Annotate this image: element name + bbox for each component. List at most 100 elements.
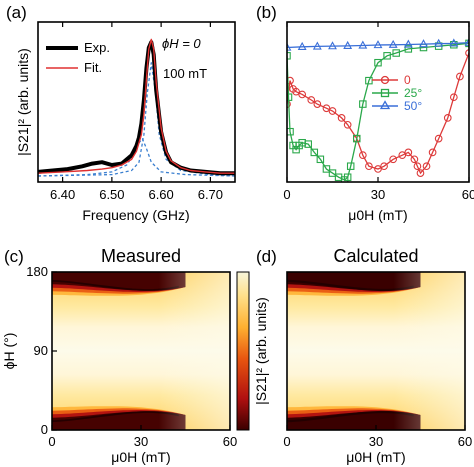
x-tick-label: 0	[283, 434, 290, 449]
x-tick-label: 30	[369, 434, 383, 449]
panel-b-xlabel: μ0H (mT)	[348, 207, 407, 223]
x-tick-label: 0	[283, 187, 290, 202]
colorbar	[236, 271, 250, 431]
series-line-square	[287, 42, 469, 181]
legend-0-marker	[380, 75, 390, 85]
panel-c-heatmap	[52, 272, 230, 430]
data-point	[328, 169, 337, 177]
data-point	[358, 40, 368, 49]
heatmap-fade	[287, 272, 465, 430]
legend-0-label: 0	[404, 73, 411, 87]
x-tick-label: 60	[462, 187, 474, 202]
series-component-2	[38, 62, 235, 177]
panel-a-phi-annotation: ϕH = 0	[162, 36, 201, 51]
data-point	[434, 134, 443, 143]
panel-c-xlabel: μ0H (mT)	[111, 449, 170, 465]
data-point	[380, 162, 388, 171]
panel-c-title: Measured	[101, 246, 181, 266]
data-point	[322, 165, 331, 173]
data-point	[422, 162, 431, 171]
x-tick-label: 60	[458, 434, 472, 449]
data-point	[343, 40, 353, 50]
data-point	[374, 58, 382, 67]
data-point	[392, 49, 400, 57]
y-tick-label: 90	[34, 343, 48, 358]
data-point	[434, 38, 444, 47]
data-point	[287, 42, 292, 51]
x-tick-label: 30	[371, 187, 385, 202]
data-point	[343, 173, 352, 181]
data-point	[298, 90, 307, 99]
data-point	[428, 148, 437, 157]
x-tick-label: 6.70	[198, 187, 223, 202]
data-point	[312, 41, 322, 50]
panel-a-ylabel: |S21|² (arb. units)	[15, 48, 31, 156]
data-point	[373, 40, 383, 49]
heatmap-fade	[52, 272, 230, 430]
panel-label-d: (d)	[256, 247, 277, 266]
data-point	[287, 93, 293, 101]
y-tick-label: 0	[41, 422, 48, 437]
panel-c-ylabel: ϕH (°)	[1, 333, 17, 370]
legend-50-marker	[379, 100, 391, 110]
data-point	[358, 151, 367, 160]
data-point	[328, 107, 337, 115]
data-point	[292, 87, 300, 96]
panel-a-xlabel: Frequency (GHz)	[82, 207, 189, 223]
data-point	[388, 39, 398, 48]
series-exp-	[38, 40, 235, 176]
series-fit-	[38, 38, 235, 174]
data-point	[389, 155, 398, 164]
data-point	[413, 162, 422, 171]
data-point	[287, 76, 294, 85]
panel-d-title: Calculated	[333, 246, 418, 266]
data-point	[403, 39, 413, 48]
panel-a-frame	[37, 21, 236, 183]
panel-a-field-annotation: 100 mT	[163, 66, 207, 81]
panel-label-c: (c)	[4, 247, 24, 266]
panel-a-legend: Exp. Fit.	[46, 40, 110, 75]
x-tick-label: 0	[48, 434, 55, 449]
data-point	[313, 100, 322, 108]
x-tick-label: 60	[223, 434, 237, 449]
data-point	[465, 49, 469, 57]
series-line-triangle	[287, 42, 469, 49]
data-point	[346, 162, 355, 170]
data-point	[398, 151, 407, 160]
data-point	[297, 41, 307, 50]
panel-label-b: (b)	[256, 3, 277, 22]
data-point	[404, 45, 413, 53]
data-point	[316, 155, 325, 164]
data-point	[365, 162, 373, 171]
data-point	[353, 134, 361, 143]
data-point	[337, 114, 346, 122]
legend-exp-label: Exp.	[84, 40, 110, 55]
data-point	[443, 114, 452, 122]
panel-d-xlabel: μ0H (mT)	[346, 449, 405, 465]
legend-50-label: 50°	[404, 99, 422, 113]
data-point	[404, 148, 413, 157]
panel-d-heatmap	[287, 272, 465, 430]
data-point	[449, 93, 458, 102]
colorbar-label: |S21|² (arb. units)	[253, 297, 269, 405]
x-tick-label: 30	[134, 434, 148, 449]
data-point	[449, 38, 459, 47]
x-tick-label: 6.50	[99, 187, 124, 202]
legend-25-label: 25°	[404, 86, 422, 100]
data-point	[287, 52, 291, 60]
x-tick-label: 6.40	[50, 187, 75, 202]
x-tick-label: 6.60	[148, 187, 173, 202]
legend-25-marker	[380, 88, 390, 98]
data-point	[374, 165, 382, 173]
data-point	[304, 140, 312, 148]
panel-a-ticks: 6.40 6.50 6.60 6.70	[50, 22, 223, 202]
data-point	[328, 41, 337, 50]
data-point	[307, 96, 316, 104]
panel-b-legend: 0 25° 50°	[372, 73, 422, 113]
panel-b-ticks: 0 30 60	[283, 22, 474, 202]
data-point	[419, 39, 428, 48]
data-point	[456, 72, 464, 81]
data-point	[343, 120, 352, 129]
data-point	[322, 104, 331, 113]
